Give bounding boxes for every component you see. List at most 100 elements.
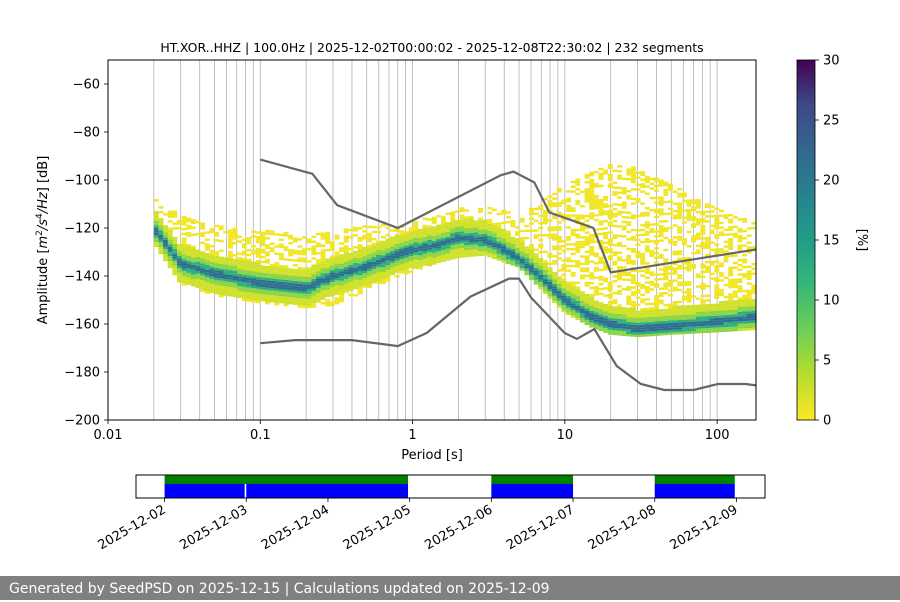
heatmap-cell	[617, 309, 622, 312]
heatmap-cell	[278, 298, 284, 301]
heatmap-cell	[339, 292, 345, 296]
heatmap-cell	[177, 248, 182, 252]
heatmap-cell	[700, 270, 706, 274]
heatmap-cell	[700, 282, 706, 286]
heatmap-cell	[237, 259, 243, 262]
heatmap-cell	[570, 271, 576, 275]
heatmap-cell	[232, 287, 238, 291]
heatmap-cell	[607, 173, 613, 177]
heatmap-cell	[691, 199, 697, 202]
heatmap-cell	[732, 278, 738, 281]
heatmap-cell	[630, 300, 636, 304]
heatmap-cell	[617, 318, 622, 322]
heatmap-cell	[709, 308, 715, 312]
heatmap-cell	[167, 215, 173, 218]
heatmap-cell	[227, 289, 233, 292]
heatmap-cell	[464, 254, 470, 258]
heatmap-cell	[542, 279, 548, 282]
heatmap-cell	[251, 249, 257, 253]
heatmap-cell	[441, 221, 446, 224]
heatmap-cell	[579, 308, 585, 311]
heatmap-cell	[200, 275, 206, 278]
heatmap-cell	[566, 283, 572, 287]
heatmap-cell	[209, 261, 215, 265]
heatmap-cell	[686, 307, 692, 310]
heatmap-cell	[589, 200, 595, 203]
heatmap-cell	[603, 212, 609, 216]
heatmap-cell	[695, 273, 701, 276]
heatmap-cell	[686, 245, 692, 248]
heatmap-cell	[672, 325, 678, 328]
heatmap-cell	[297, 283, 303, 287]
heatmap-cell	[635, 310, 641, 314]
heatmap-cell	[431, 243, 437, 246]
heatmap-cell	[195, 232, 201, 236]
heatmap-cell	[450, 228, 456, 231]
heatmap-cell	[547, 296, 553, 299]
heatmap-cell	[640, 212, 646, 215]
heatmap-cell	[654, 283, 660, 286]
heatmap-cell	[186, 251, 192, 254]
heatmap-cell	[241, 277, 247, 280]
heatmap-cell	[630, 332, 636, 335]
heatmap-cell	[635, 243, 641, 246]
heatmap-cell	[617, 165, 622, 168]
heatmap-cell	[718, 305, 724, 309]
heatmap-cell	[626, 278, 632, 282]
heatmap-cell	[654, 256, 660, 260]
heatmap-cell	[746, 270, 752, 273]
heatmap-cell	[626, 286, 632, 289]
heatmap-cell	[343, 247, 349, 251]
heatmap-cell	[681, 319, 687, 323]
heatmap-cell	[649, 331, 655, 334]
heatmap-cell	[742, 313, 748, 317]
heatmap-cell	[626, 230, 632, 234]
heatmap-cell	[677, 235, 683, 239]
heatmap-cell	[260, 239, 266, 242]
heatmap-cell	[598, 259, 604, 262]
heatmap-cell	[413, 252, 419, 255]
heatmap-cell	[441, 254, 446, 258]
heatmap-cell	[181, 271, 187, 274]
heatmap-cell	[658, 181, 664, 185]
heatmap-cell	[450, 249, 456, 253]
heatmap-cell	[464, 247, 470, 251]
heatmap-cell	[181, 283, 187, 286]
heatmap-cell	[705, 210, 710, 213]
heatmap-cell	[223, 259, 229, 263]
heatmap-cell	[746, 325, 752, 329]
heatmap-cell	[357, 277, 363, 281]
heatmap-cell	[153, 230, 159, 233]
heatmap-cell	[255, 240, 261, 244]
heatmap-cell	[394, 263, 400, 266]
heatmap-cell	[478, 229, 484, 233]
heatmap-cell	[714, 325, 720, 328]
heatmap-cell	[459, 216, 465, 220]
heatmap-cell	[167, 265, 173, 269]
heatmap-cell	[737, 328, 743, 332]
heatmap-cell	[663, 229, 669, 232]
heatmap-cell	[501, 252, 507, 256]
heatmap-cell	[478, 241, 484, 245]
heatmap-cell	[612, 308, 618, 312]
heatmap-cell	[547, 267, 553, 270]
heatmap-cell	[547, 200, 553, 203]
heatmap-cell	[218, 227, 224, 231]
heatmap-cell	[204, 252, 210, 256]
heatmap-cell	[376, 257, 382, 260]
heatmap-cell	[214, 231, 219, 235]
heatmap-cell	[667, 303, 673, 307]
heatmap-cell	[566, 293, 572, 296]
heatmap-cell	[589, 181, 595, 184]
heatmap-cell	[482, 229, 488, 232]
heatmap-cell	[700, 217, 706, 221]
heatmap-cell	[329, 267, 335, 271]
heatmap-cell	[737, 326, 743, 329]
heatmap-cell	[380, 272, 386, 275]
heatmap-cell	[705, 244, 710, 247]
heatmap-cell	[607, 166, 613, 169]
heatmap-cell	[561, 300, 567, 303]
heatmap-cell	[751, 310, 756, 314]
heatmap-cell	[691, 218, 697, 221]
heatmap-cell	[598, 177, 604, 180]
